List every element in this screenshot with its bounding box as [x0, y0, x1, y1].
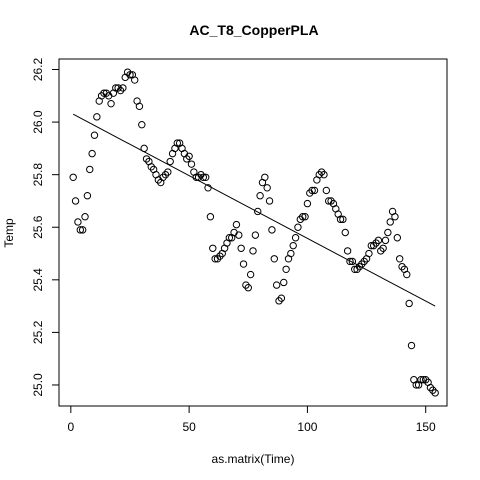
data-point: [270, 255, 278, 263]
data-point: [119, 84, 127, 92]
data-point: [393, 234, 402, 242]
data-point: [407, 341, 416, 350]
data-point: [76, 226, 84, 234]
data-point: [384, 228, 392, 237]
x-tick-label: 150: [416, 420, 436, 434]
data-point: [343, 247, 352, 255]
x-axis-label: as.matrix(Time): [212, 452, 295, 466]
data-point: [280, 278, 288, 287]
data-point: [277, 294, 286, 302]
data-point: [405, 299, 413, 308]
data-point: [199, 173, 208, 181]
data-point: [239, 260, 248, 268]
data-point: [251, 231, 260, 239]
data-point: [365, 249, 373, 258]
y-tick-label: 26.2: [31, 58, 45, 82]
data-point: [135, 102, 144, 111]
data-point: [93, 113, 101, 121]
data-point: [166, 157, 174, 166]
data-point: [287, 249, 295, 258]
data-point: [185, 152, 193, 160]
data-point: [417, 376, 425, 384]
data-point: [265, 197, 274, 205]
data-point: [282, 265, 290, 274]
data-point: [246, 270, 255, 279]
data-point: [412, 381, 420, 389]
data-point: [225, 234, 234, 242]
data-point: [138, 121, 146, 129]
data-point: [263, 184, 271, 192]
data-point: [71, 197, 80, 205]
y-tick-label: 25.4: [31, 268, 45, 292]
data-point: [301, 213, 309, 221]
data-point: [90, 131, 99, 139]
data-point: [232, 220, 241, 229]
data-point: [126, 71, 134, 79]
data-point: [374, 236, 383, 245]
data-point: [164, 168, 172, 176]
data-point: [381, 236, 390, 245]
data-point: [187, 160, 196, 168]
data-point: [69, 173, 77, 181]
data-point: [254, 207, 262, 216]
y-tick-label: 25.8: [31, 163, 45, 187]
data-point: [303, 199, 312, 208]
data-point: [83, 191, 92, 200]
data-point: [107, 99, 115, 108]
data-point: [206, 213, 215, 221]
data-point: [336, 215, 345, 224]
data-point: [322, 186, 331, 195]
y-axis: 25.0 25.2 25.4 25.6 25.8 26.0 26.2: [31, 58, 60, 397]
x-tick-label: 0: [67, 420, 74, 434]
x-tick-label: 50: [182, 420, 196, 434]
data-point: [86, 165, 94, 174]
data-point: [237, 244, 245, 252]
data-point: [235, 231, 243, 239]
data-point: [81, 213, 89, 221]
data-point: [173, 139, 181, 147]
data-point: [403, 270, 411, 279]
data-point: [268, 226, 276, 234]
chart-title: AC_T8_CopperPLA: [189, 22, 318, 38]
data-point: [294, 223, 302, 231]
data-point: [346, 257, 354, 266]
data-point: [310, 186, 319, 195]
data-point: [308, 186, 316, 195]
x-axis: 0 50 100 150: [67, 405, 436, 434]
data-point: [395, 255, 404, 263]
data-point: [341, 228, 349, 237]
data-point: [256, 191, 264, 200]
data-point: [201, 173, 210, 181]
data-point: [339, 215, 347, 224]
data-point: [74, 218, 82, 226]
data-point: [386, 218, 394, 226]
data-point: [431, 389, 439, 397]
data-point: [78, 226, 87, 234]
data-point: [320, 170, 328, 179]
data-point: [272, 281, 281, 289]
data-point: [379, 244, 387, 252]
data-point: [88, 149, 96, 158]
y-tick-label: 25.0: [31, 373, 45, 397]
data-point: [289, 241, 297, 250]
y-axis-label: Temp: [2, 218, 16, 248]
data-point: [391, 213, 399, 221]
y-tick-label: 25.2: [31, 320, 45, 344]
y-tick-label: 26.0: [31, 110, 45, 134]
data-point: [209, 244, 217, 252]
data-point: [291, 234, 300, 242]
regression-line: [72, 113, 436, 307]
x-tick-label: 100: [297, 420, 317, 434]
data-point: [249, 247, 257, 255]
y-tick-label: 25.6: [31, 215, 45, 239]
data-point: [244, 284, 252, 292]
data-points: [69, 68, 439, 397]
data-point: [131, 76, 139, 84]
data-point: [348, 257, 357, 266]
data-point: [298, 213, 307, 221]
data-point: [261, 173, 269, 181]
